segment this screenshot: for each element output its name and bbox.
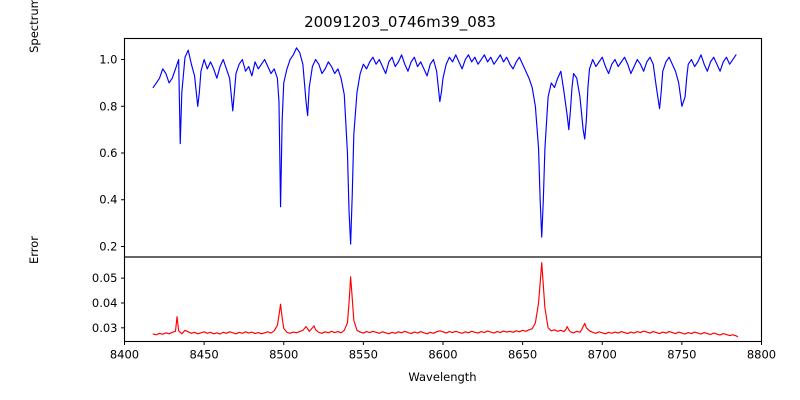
y-tick-label: 0.8: [99, 99, 117, 113]
y-tick-label: 0.2: [99, 239, 117, 253]
x-axis-ticks: 8400 8450 8500 8550 8600 8650 8700 8750 8800: [110, 341, 776, 362]
spectrum-panel: 0.2 0.4 0.6 0.8 1.0: [99, 37, 763, 258]
x-tick-label: 8500: [269, 348, 298, 362]
error-y-ticks: 0.03 0.04 0.05: [92, 271, 125, 335]
x-tick-label: 8800: [747, 348, 776, 362]
y-tick-label: 1.0: [99, 53, 117, 67]
x-tick-label: 8550: [349, 348, 378, 362]
x-tick-label: 8600: [428, 348, 457, 362]
error-line: [152, 262, 739, 338]
error-axes-frame: [123, 256, 763, 343]
x-tick-label: 8650: [508, 348, 537, 362]
y-tick-label: 0.05: [92, 271, 118, 285]
y-tick-label: 0.6: [99, 146, 117, 160]
page-title: 20091203_0746m39_083: [304, 13, 496, 31]
spectrum-line: [152, 47, 737, 245]
x-tick-label: 8450: [189, 348, 218, 362]
error-panel: 0.03 0.04 0.05 8400 8450 8500 8550 8600 8650 870…: [92, 256, 776, 362]
y-tick-label: 0.04: [92, 296, 118, 310]
x-tick-label: 8400: [110, 348, 139, 362]
spectrum-y-ticks: 0.2 0.4 0.6 0.8 1.0: [99, 53, 125, 253]
x-tick-label: 8750: [667, 348, 696, 362]
x-axis-label: Wavelength: [408, 370, 477, 384]
y-tick-label: 0.4: [99, 193, 117, 207]
spectrum-axes-frame: [123, 37, 763, 258]
y-tick-label: 0.03: [92, 321, 118, 335]
x-tick-label: 8700: [588, 348, 617, 362]
